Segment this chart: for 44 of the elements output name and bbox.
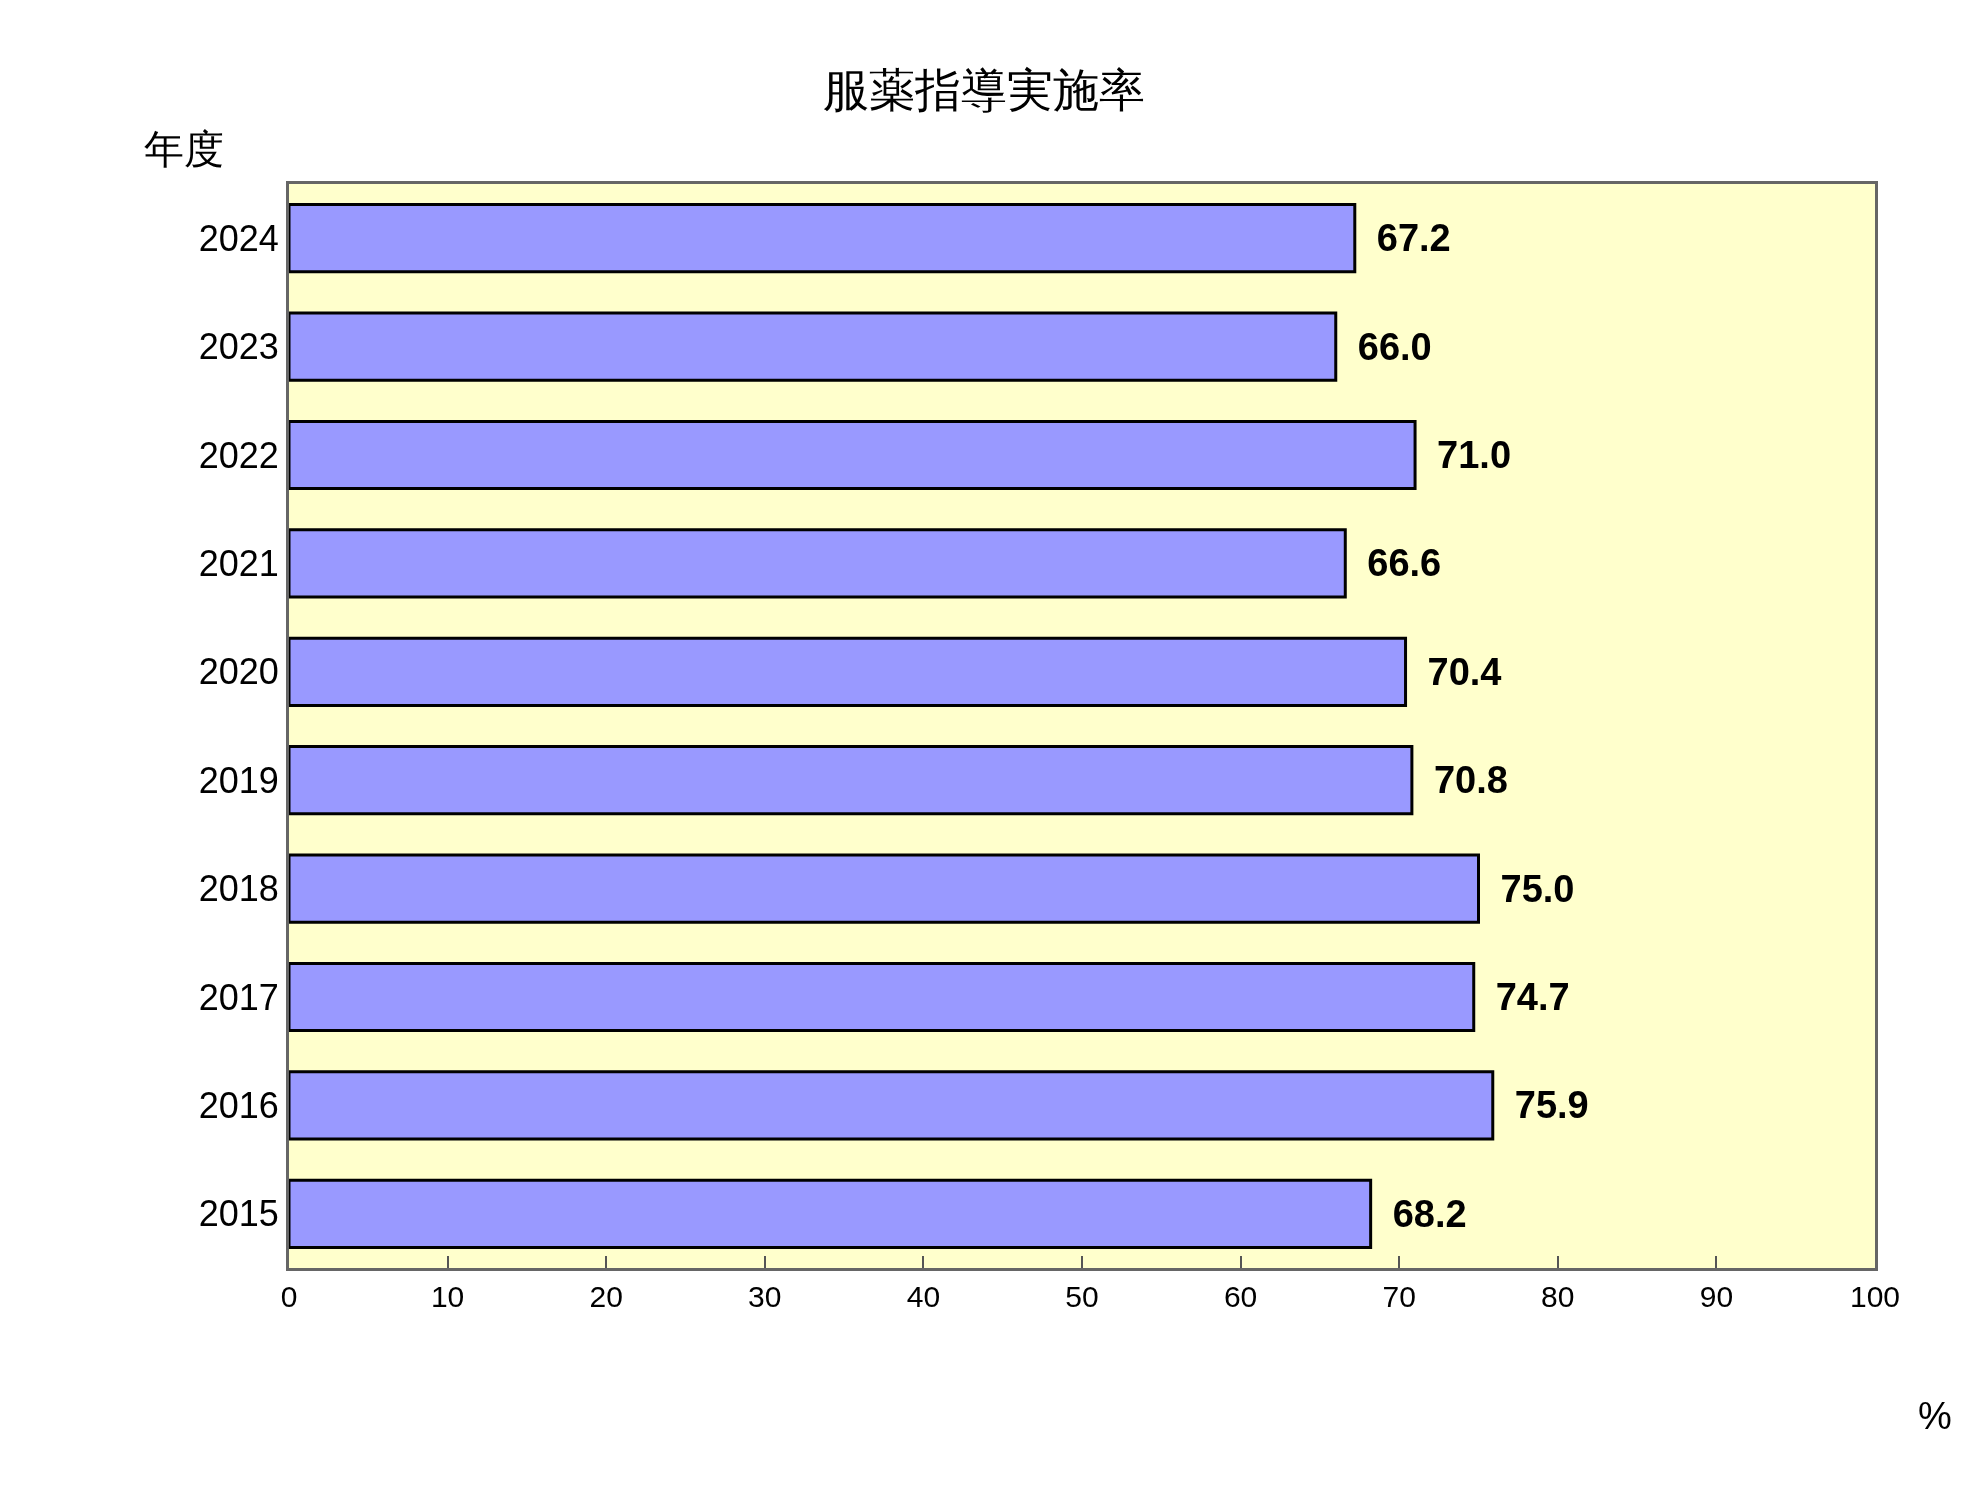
y-tick-label: 2022 xyxy=(198,434,279,476)
data-label: 70.4 xyxy=(1408,650,1502,693)
bar xyxy=(289,311,1338,382)
y-tick-label: 2023 xyxy=(198,326,279,368)
bar xyxy=(289,1178,1373,1249)
y-tick-label: 2017 xyxy=(198,976,279,1018)
data-label: 71.0 xyxy=(1418,434,1512,476)
bar xyxy=(289,419,1417,491)
data-label: 68.2 xyxy=(1373,1192,1467,1235)
data-label: 66.6 xyxy=(1348,542,1442,585)
bar xyxy=(289,853,1480,924)
bar xyxy=(289,745,1414,816)
data-label: 66.0 xyxy=(1338,325,1432,368)
y-tick-label: 2021 xyxy=(198,543,279,584)
x-tick-label: 40 xyxy=(906,1280,941,1313)
x-tick-label: 0 xyxy=(280,1280,298,1313)
data-label: 75.9 xyxy=(1495,1084,1589,1127)
x-tick-label: 70 xyxy=(1382,1280,1416,1313)
bar xyxy=(289,203,1357,274)
data-label: 74.7 xyxy=(1476,976,1570,1018)
x-tick-label: 100 xyxy=(1849,1280,1901,1313)
x-tick-label: 30 xyxy=(748,1280,782,1313)
y-tick-label: 2020 xyxy=(198,651,279,693)
data-label: 70.8 xyxy=(1414,759,1508,802)
bar xyxy=(289,636,1408,707)
y-tick-label: 2024 xyxy=(198,217,279,259)
y-tick-label: 2015 xyxy=(198,1193,279,1235)
bar xyxy=(289,528,1347,599)
x-tick-label: 80 xyxy=(1541,1280,1575,1313)
chart-title: 服薬指導実施率 xyxy=(823,64,1145,117)
x-tick-label: 60 xyxy=(1223,1280,1258,1313)
x-tick-label: 10 xyxy=(430,1280,465,1313)
data-label: 67.2 xyxy=(1357,217,1451,260)
bar xyxy=(289,961,1476,1033)
x-tick-label: 90 xyxy=(1699,1280,1734,1313)
bar xyxy=(289,1070,1495,1141)
y-tick-label: 2018 xyxy=(198,868,279,910)
x-tick-label: 50 xyxy=(1065,1280,1099,1313)
x-tick-label: 20 xyxy=(589,1280,623,1313)
data-label: 75.0 xyxy=(1481,867,1575,910)
x-axis-title: % xyxy=(1918,1395,1952,1437)
y-tick-label: 2019 xyxy=(198,759,279,801)
y-axis-title: 年度 xyxy=(144,127,224,171)
y-tick-label: 2016 xyxy=(198,1085,279,1126)
